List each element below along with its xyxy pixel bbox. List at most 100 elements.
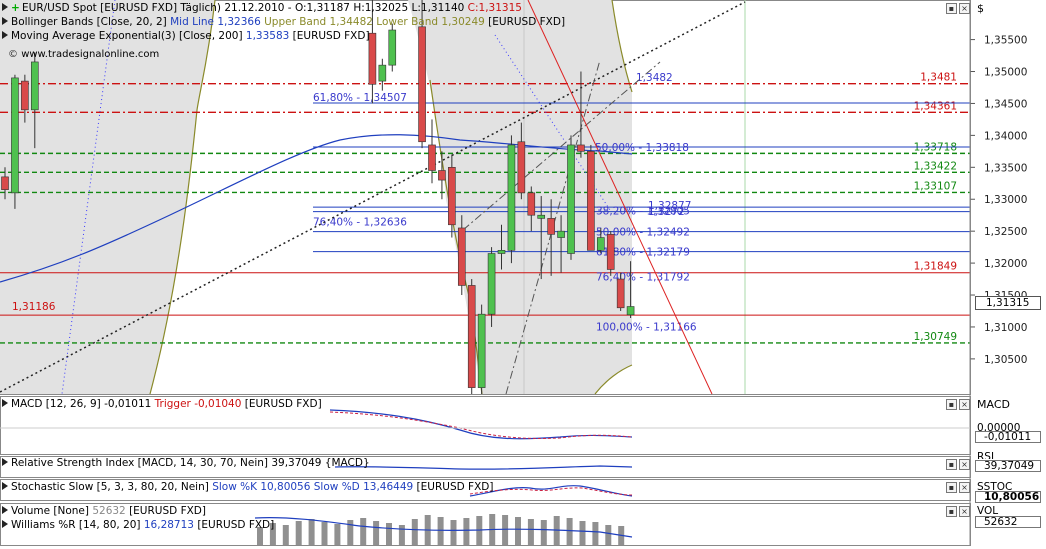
close-button[interactable]: × [959,3,970,14]
price-level-label: 1,31186 [12,301,56,313]
macd-legend: MACD [12, 26, 9] -0,01011 Trigger -0,010… [2,398,322,411]
volume-value: 52632 [92,505,126,517]
fibonacci-label: 50,00% - 1,33818 [595,142,689,154]
dotted-trend-line [0,1,746,393]
minimize-button[interactable]: ▪ [946,399,957,410]
ema-legend-value: 1,33583 [245,30,290,42]
up-candle [11,77,19,194]
fibonacci-label: 76,40% - 1,32636 [313,216,407,228]
triangle-icon [2,506,8,514]
fibonacci-label: 1,32877 [648,200,691,212]
down-candle [448,167,456,226]
close-button[interactable]: × [959,482,970,493]
bollinger-lower-value: Lower Band 1,30249 [376,16,485,28]
down-candle [577,144,585,152]
stochastic-legend: Stochastic Slow [5, 3, 3, 80, 20, Nein] … [2,481,493,494]
minimize-button[interactable]: ▪ [946,3,957,14]
stochastic-legend-source: [EURUSD FXD] [416,481,494,493]
volume-axis-title: VOL [977,505,999,517]
price-level-label: 1,34361 [914,100,957,112]
stochastic-d-line [469,487,633,496]
rsi-legend-name: Relative Strength Index [MACD, 14, 30, 7… [11,457,322,469]
volume-legend-source: [EURUSD FXD] [129,505,206,517]
macd-trigger-value: Trigger -0,01040 [154,398,242,410]
fibonacci-label: 38,20% - 1,32805 [596,206,690,218]
volume-bar [540,520,547,545]
close-value: C:1,31315 [467,2,522,14]
dashdot-trend-line [505,59,601,395]
close-button[interactable]: × [959,506,970,517]
up-candle [567,144,575,254]
down-candle [606,234,615,270]
price-level-label: 1,3481 [920,72,957,84]
price-level-label: 1,33422 [914,160,957,172]
minimize-button[interactable]: ▪ [946,506,957,517]
bollinger-legend-source: [EURUSD FXD] [488,16,566,28]
main-legend-header: + EUR/USD Spot [EURUSD FXD] Täglich) 21.1… [2,2,522,15]
macd-line [329,409,633,440]
bollinger-legend: Bollinger Bands [Close, 20, 2] Mid Line … [2,16,565,29]
y-axis-tick-label: 1,35000 [984,67,1027,79]
price-level-label: 1,30749 [914,331,957,343]
y-axis-tick-label: 1,33000 [984,194,1027,206]
volume-bar [321,522,328,545]
volume-bar [269,523,276,545]
volume-bar [463,518,470,545]
down-candle [517,141,526,194]
y-axis-tick-label: 1,33500 [984,162,1027,174]
down-candle [527,192,536,216]
volume-bar [308,519,315,545]
rsi-current-value: 39,37049 [975,460,1041,472]
triangle-icon [2,399,8,407]
stochastic-values: Slow %K 10,80056 Slow %D 13,46449 [212,481,414,493]
close-button[interactable]: × [959,459,970,470]
up-candle [497,250,506,254]
instrument-header: EUR/USD Spot [EURUSD FXD] Täglich) 21.12… [22,2,468,14]
down-candle [547,218,555,235]
volume-bar [515,517,521,545]
macd-current-value: -0,01011 [975,431,1041,443]
macd-legend-name: MACD [12, 26, 9] -0,01011 [11,398,152,410]
minimize-button[interactable]: ▪ [946,482,957,493]
bollinger-upper-line-right [611,0,633,93]
volume-bar [579,521,586,545]
up-candle [537,214,546,219]
williams-legend-name: Williams %R [14, 80, 20] [11,519,141,531]
close-button[interactable]: × [959,399,970,410]
volume-bar [295,521,302,545]
up-candle [388,29,397,66]
y-axis-tick-label: 1,35500 [984,35,1027,47]
y-axis-tick-label: 1,34500 [984,98,1027,110]
rsi-axis-title: RSI [977,451,995,459]
fibonacci-label: 50,00% - 1,32492 [596,227,690,239]
macd-axis-title: MACD [977,398,1010,411]
triangle-icon [2,31,8,39]
red-trend-line [527,0,713,395]
y-axis-tick-label: 1,32000 [984,258,1027,270]
dotted-channel-line [494,34,611,211]
price-level-label: 1,33107 [914,180,957,192]
rsi-line [334,465,633,470]
minimize-button[interactable]: ▪ [946,459,957,470]
volume-bar [334,524,341,545]
up-candle [477,313,486,388]
bollinger-upper-line-left [149,0,216,395]
volume-bar [411,519,418,545]
volume-legend: Volume [None] 52632 [EURUSD FXD] [2,505,206,518]
fibonacci-label: 61,80% - 1,34507 [313,92,407,104]
bollinger-upper-value: Upper Band 1,34482 [264,16,373,28]
up-candle [30,61,39,111]
down-candle [21,80,29,111]
up-candle [596,237,605,251]
y-axis-tick-label: 1,31000 [984,322,1027,334]
down-candle [1,176,9,190]
watermark: © www.tradesignalonline.com [8,48,159,61]
volume-bar [398,525,405,545]
volume-bar [437,517,444,545]
volume-bar [566,518,573,545]
fibonacci-label: 76,40% - 1,31792 [596,271,690,283]
volume-legend-name: Volume [None] [11,505,89,517]
rsi-legend: Relative Strength Index [MACD, 14, 30, 7… [2,457,370,470]
